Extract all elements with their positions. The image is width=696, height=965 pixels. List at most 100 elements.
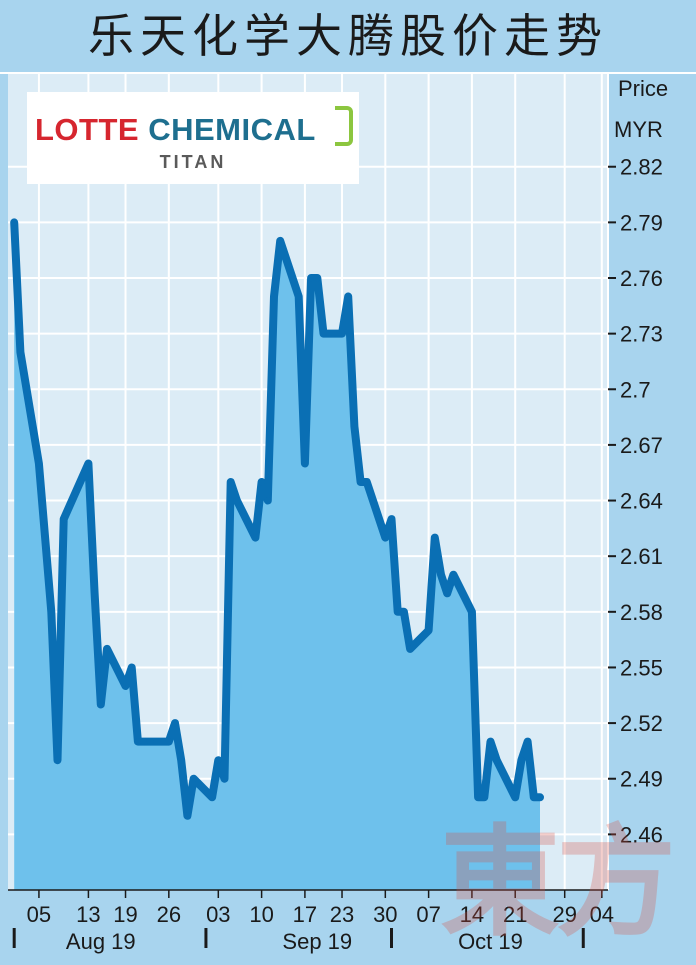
y-tick-label: 2.73 [620,322,663,347]
data-point [134,738,142,746]
data-point [381,534,389,542]
data-point [357,478,365,486]
data-point [60,515,68,523]
y-tick-label: 2.55 [620,655,663,680]
watermark: 東方 [440,814,676,953]
data-point [486,738,494,746]
logo-lotte-text: LOTTE [35,112,140,147]
data-point [233,497,241,505]
data-point [258,478,266,486]
data-point [406,645,414,653]
data-point [53,756,61,764]
data-point [128,663,136,671]
data-point [214,756,222,764]
x-tick-label: 26 [157,902,181,927]
data-point [122,682,130,690]
x-tick-label: 19 [113,902,137,927]
data-point [270,293,278,301]
data-point [177,756,185,764]
x-tick-label: 29 [552,902,576,927]
chart-title: 乐天化学大腾股价走势 [0,0,696,74]
x-tick-label: 30 [373,902,397,927]
data-point [313,274,321,282]
x-tick-label: 05 [27,902,51,927]
data-point [208,793,216,801]
data-point [524,738,532,746]
company-logo: LOTTE CHEMICAL TITAN [27,92,359,184]
y-axis-unit: MYR [614,117,663,142]
data-point [480,793,488,801]
data-point [363,478,371,486]
month-label: Aug 19 [66,929,136,954]
y-tick-label: 2.61 [620,544,663,569]
data-point [190,775,198,783]
y-tick-label: 2.7 [620,377,651,402]
data-point [449,571,457,579]
x-ticks: 05 13 19 26 03 10 17 23 30 07 14 21 29 04 Aug 19 Sep 19… [12,890,614,954]
data-point [301,459,309,467]
data-point [103,645,111,653]
data-point [517,756,525,764]
data-point [10,218,18,226]
data-point [338,330,346,338]
logo-sub-text: TITAN [159,152,227,172]
data-point [400,608,408,616]
data-point [16,348,24,356]
y-tick-label: 2.64 [620,489,663,514]
data-point [97,701,105,709]
data-point [276,237,284,245]
x-tick-label: 13 [76,902,100,927]
data-point [227,478,235,486]
data-point [47,608,55,616]
data-point [264,497,272,505]
y-tick-label: 2.58 [620,600,663,625]
y-ticks: 2.46 2.49 2.52 2.55 2.58 2.61 2.64 2.67 2.7 2.73 2… [608,155,663,847]
month-label: Oct 19 [458,929,523,954]
data-point [493,756,501,764]
y-tick-label: 2.52 [620,711,663,736]
data-point [468,608,476,616]
x-tick-label: 03 [206,902,230,927]
data-point [425,626,433,634]
data-point [84,459,92,467]
data-point [474,793,482,801]
data-point [91,589,99,597]
y-axis-title: Price [618,76,668,101]
data-point [350,422,358,430]
data-point [183,812,191,820]
data-points [10,218,544,820]
data-point [140,738,148,746]
data-point [431,534,439,542]
y-tick-label: 2.76 [620,266,663,291]
month-label: Sep 19 [282,929,352,954]
x-tick-label: 17 [293,902,317,927]
data-point [319,330,327,338]
logo-chemical-text: CHEMICAL [148,112,316,147]
data-point [165,738,173,746]
data-point [394,608,402,616]
x-tick-label: 14 [460,902,484,927]
y-tick-label: 2.49 [620,767,663,792]
y-tick-label: 2.79 [620,210,663,235]
data-point [251,534,259,542]
data-point [146,738,154,746]
data-point [443,589,451,597]
data-point [530,793,538,801]
data-point [171,719,179,727]
data-point [307,274,315,282]
data-point [295,293,303,301]
y-tick-label: 2.46 [620,822,663,847]
data-point [511,793,519,801]
data-point [35,459,43,467]
x-tick-label: 23 [330,902,354,927]
data-point [388,515,396,523]
x-tick-label: 21 [503,902,527,927]
y-tick-label: 2.82 [620,155,663,180]
logo-leaf-icon [335,106,353,146]
data-point [344,293,352,301]
x-tick-label: 04 [590,902,614,927]
data-point [437,571,445,579]
x-tick-label: 10 [249,902,273,927]
data-point [220,775,228,783]
